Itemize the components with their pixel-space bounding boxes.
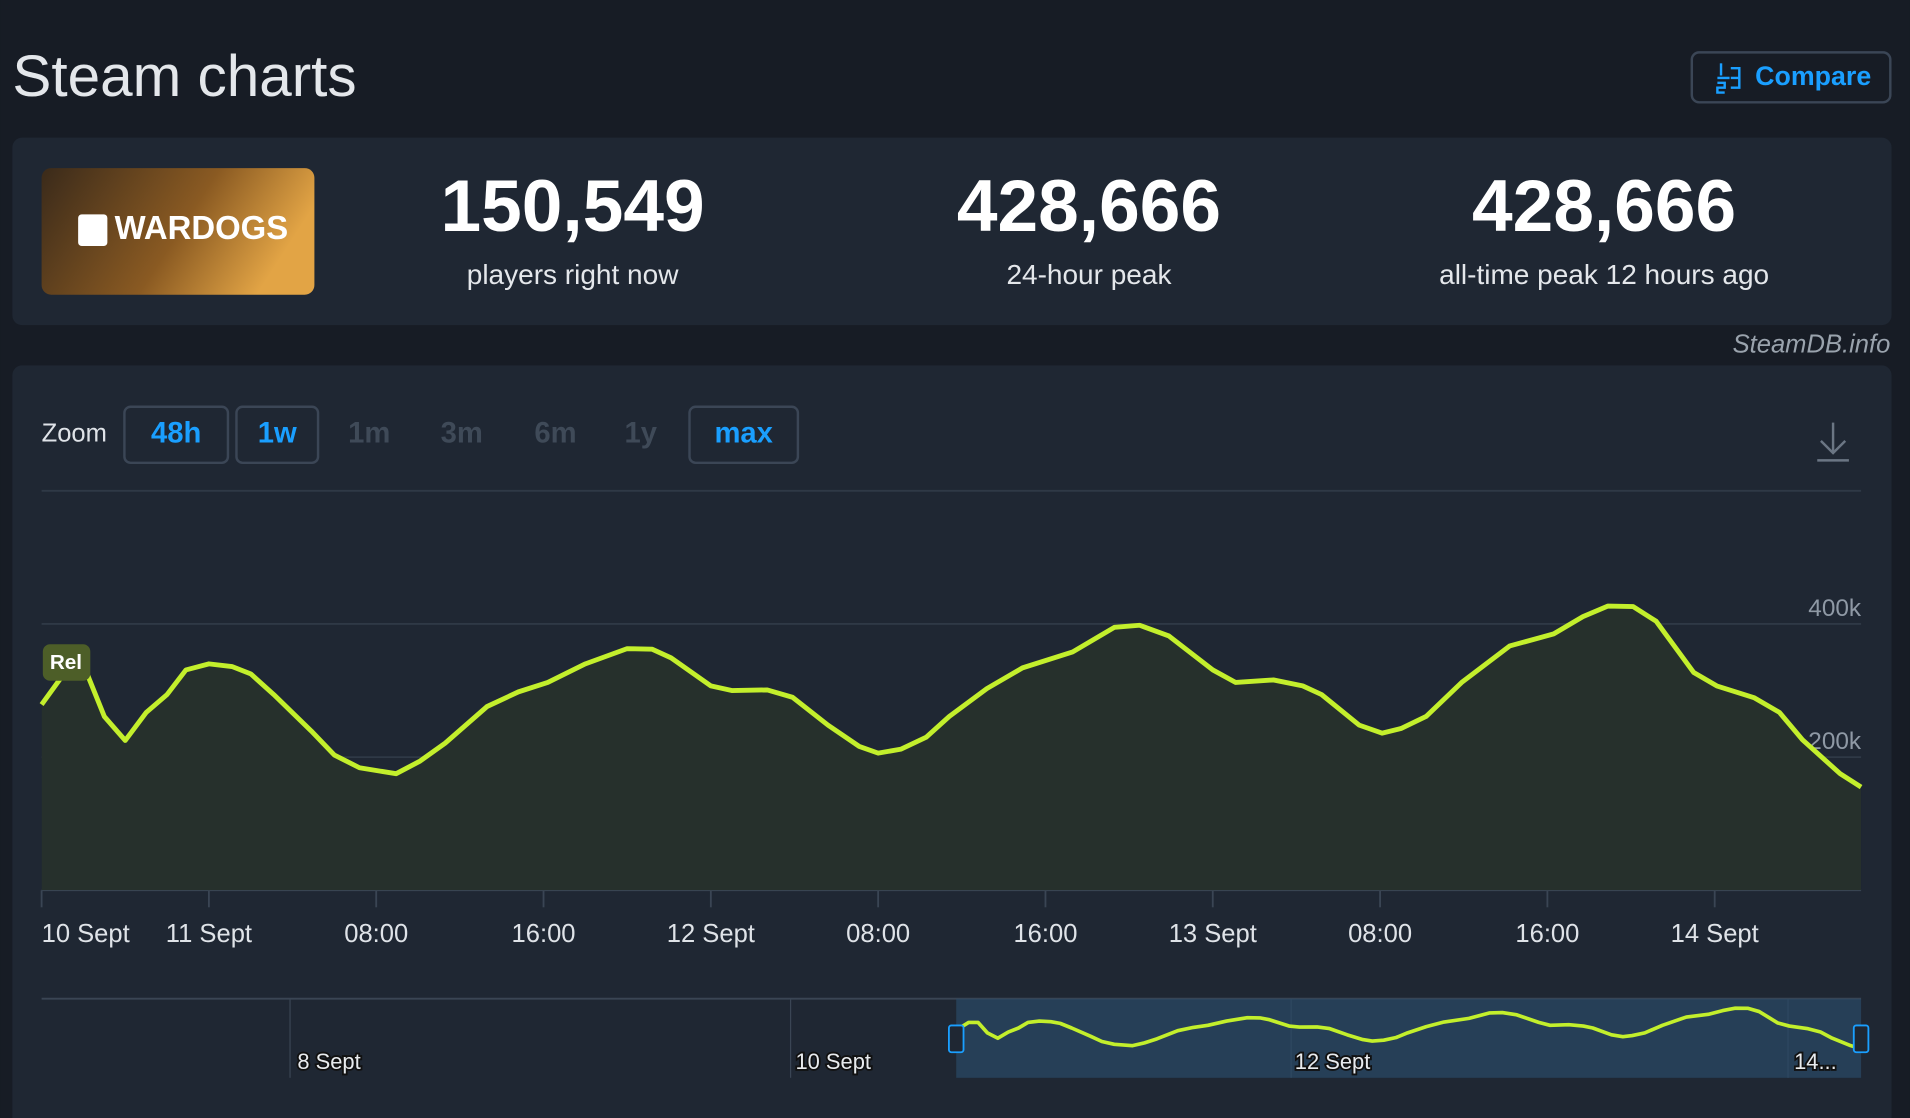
stat-label: players right now (467, 259, 679, 290)
x-tick-label: 12 Sept (667, 920, 755, 948)
y-tick-label: 400k (1808, 595, 1862, 622)
annotation-badge (42, 644, 91, 681)
stat-label: 24-hour peak (1006, 259, 1172, 290)
navigator-label: 8 Sept (297, 1049, 360, 1074)
zoom-button[interactable] (688, 405, 800, 465)
navigator-label: 14... (1794, 1049, 1837, 1074)
zoom-option[interactable]: 3m (441, 417, 483, 449)
stat-label: all-time peak 12 hours ago (1439, 259, 1769, 290)
zoom-option[interactable]: 1m (348, 417, 390, 449)
compare-label[interactable]: Compare (1755, 61, 1871, 91)
x-tick-label: 13 Sept (1169, 920, 1257, 948)
series-line (39, 603, 1863, 790)
zoom-option[interactable]: max (714, 417, 773, 449)
x-tick-label: 08:00 (344, 920, 408, 948)
game-name: WARDOGS (115, 209, 289, 246)
x-tick-label: 08:00 (846, 920, 910, 948)
compare-border[interactable] (1690, 51, 1892, 104)
download-icon[interactable] (1817, 422, 1849, 462)
compare-button[interactable]: Compare (1690, 51, 1892, 104)
navigator-label: 12 Sept (1295, 1049, 1371, 1074)
game-image (41, 168, 315, 295)
compare-icon (1716, 63, 1741, 94)
navigator-handle[interactable] (1852, 1024, 1870, 1054)
x-tick-label: 16:00 (1013, 920, 1077, 948)
zoom-option[interactable]: 6m (534, 417, 576, 449)
zoom-option[interactable]: 1w (258, 417, 297, 449)
game-logo (78, 214, 108, 247)
watermark: SteamDB.info (1733, 331, 1891, 359)
navigator-selection[interactable] (956, 998, 1862, 1078)
annotation-label: Rel (50, 651, 82, 674)
x-tick-label: 11 Sept (166, 920, 252, 948)
x-tick-label: 16:00 (1515, 920, 1579, 948)
zoom-button[interactable] (123, 405, 230, 465)
page-title: Steam charts (12, 44, 356, 109)
navigator-label: 10 Sept (795, 1049, 871, 1074)
zoom-option[interactable]: 48h (151, 417, 201, 449)
x-tick-label: 16:00 (512, 920, 576, 948)
zoom-label: Zoom (42, 420, 107, 448)
x-tick-label: 14 Sept (1671, 920, 1759, 948)
stat-value: 428,666 (957, 166, 1221, 247)
x-tick-label: 08:00 (1348, 920, 1412, 948)
zoom-option[interactable]: 1y (625, 417, 658, 449)
stat-value: 150,549 (441, 166, 705, 247)
stat-value: 428,666 (1472, 166, 1736, 247)
stats-panel (12, 137, 1892, 326)
zoom-button[interactable] (235, 405, 320, 465)
x-tick-label: 10 Sept (42, 920, 130, 948)
navigator-handle[interactable] (947, 1024, 965, 1054)
navigator-line (955, 1006, 1862, 1051)
